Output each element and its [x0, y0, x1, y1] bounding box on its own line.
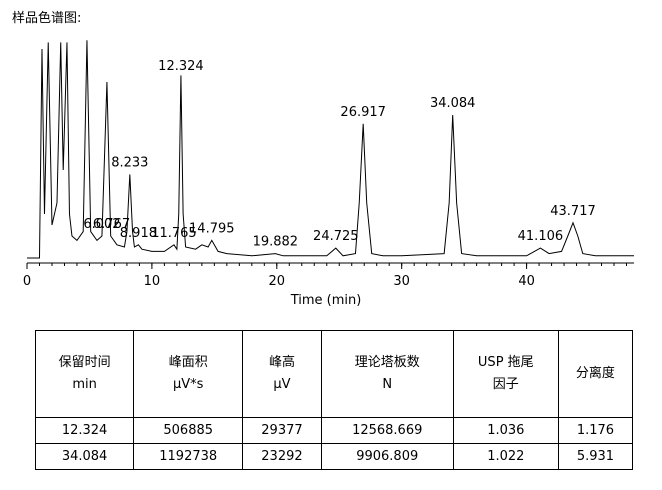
table-row: 12.324 506885 29377 12568.669 1.036 1.176: [34, 417, 634, 444]
cell: 29377: [242, 417, 322, 444]
x-tick-label: 0: [23, 274, 31, 289]
cell: 1.022: [452, 443, 559, 470]
peak-label: 24.725: [313, 229, 359, 244]
peak-label: 19.882: [253, 235, 299, 250]
header-cell: USP 拖尾 因子: [452, 330, 559, 418]
header-text: min: [72, 377, 97, 392]
cell: 506885: [133, 417, 244, 444]
peak-label: 41.106: [518, 229, 564, 244]
header-text: 峰高: [268, 355, 295, 370]
cell: 5.931: [557, 443, 634, 470]
header-text: 分离度: [575, 366, 615, 381]
cell: 12568.669: [320, 417, 454, 444]
cell: 1.036: [452, 417, 559, 444]
peak-label: 43.717: [550, 204, 596, 219]
cell: 12.324: [34, 417, 135, 444]
results-table: 保留时间 min 峰面积 μV*s 峰高 μV 理论塔板数 N USP 拖尾 因子 分离度 12.32…: [34, 330, 634, 470]
peak-label: 26.917: [340, 105, 386, 120]
header-cell: 理论塔板数 N: [320, 330, 454, 418]
header-cell: 峰面积 μV*s: [133, 330, 244, 418]
header-cell: 保留时间 min: [34, 330, 135, 418]
cell: 34.084: [34, 443, 135, 470]
peak-label: 8.233: [111, 155, 148, 170]
header-text: 保留时间: [58, 355, 111, 370]
header-cell: 分离度: [557, 330, 634, 418]
header-text: N: [382, 377, 393, 392]
cell: 1192738: [133, 443, 244, 470]
header-text: μV*s: [172, 377, 204, 392]
x-tick-label: 10: [144, 274, 161, 289]
peak-label: 34.084: [430, 96, 476, 111]
trace: [27, 40, 634, 259]
header-text: 峰面积: [168, 355, 208, 370]
table-row: 34.084 1192738 23292 9906.809 1.022 5.931: [34, 443, 634, 470]
header-text: 理论塔板数: [354, 355, 420, 370]
cell: 9906.809: [320, 443, 454, 470]
x-axis-label: Time (min): [290, 293, 362, 308]
x-tick-label: 20: [269, 274, 286, 289]
header-text: USP 拖尾: [477, 355, 534, 370]
peak-label: 12.324: [158, 59, 204, 74]
peak-label: 14.795: [189, 221, 235, 236]
peak-label: 6.767: [93, 217, 130, 232]
peak-label: 8.918: [120, 226, 157, 241]
x-tick-label: 30: [393, 274, 410, 289]
cell: 23292: [242, 443, 322, 470]
header-text: 因子: [492, 377, 519, 392]
peak-label: 11.765: [151, 226, 197, 241]
peak-label: 6.002: [83, 217, 120, 232]
header-text: μV: [273, 377, 291, 392]
chart-title: 样品色谱图:: [12, 10, 81, 26]
x-tick-label: 40: [518, 274, 535, 289]
header-cell: 峰高 μV: [242, 330, 322, 418]
cell: 1.176: [557, 417, 634, 444]
